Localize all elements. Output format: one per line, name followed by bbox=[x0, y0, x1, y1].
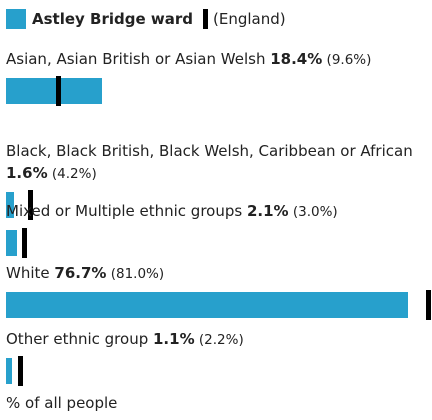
area-bar bbox=[6, 292, 408, 318]
area-bar bbox=[6, 358, 12, 384]
legend: Astley Bridge ward (England) bbox=[6, 8, 286, 30]
legend-comparison-marker bbox=[202, 9, 208, 29]
category-label: Asian, Asian British or Asian Welsh 18.4… bbox=[6, 48, 430, 71]
area-value-label: 76.7% bbox=[54, 264, 107, 282]
comparison-value-label: (2.2%) bbox=[194, 332, 244, 348]
comparison-value-label: (3.0%) bbox=[288, 204, 338, 220]
category-label: White 76.7% (81.0%) bbox=[6, 262, 430, 285]
comparison-marker bbox=[426, 290, 431, 320]
area-bar bbox=[6, 78, 103, 104]
comparison-value-label: (4.2%) bbox=[47, 166, 97, 182]
comparison-marker bbox=[17, 356, 23, 386]
comparison-marker bbox=[56, 76, 62, 106]
comparison-marker bbox=[28, 190, 33, 220]
area-value-label: 1.6% bbox=[6, 164, 48, 182]
category-name: Asian, Asian British or Asian Welsh bbox=[6, 50, 271, 68]
x-axis-label: % of all people bbox=[6, 394, 118, 412]
category-label: Black, Black British, Black Welsh, Carib… bbox=[6, 140, 430, 185]
area-value-label: 2.1% bbox=[246, 202, 289, 220]
legend-comparison-label: (England) bbox=[212, 10, 286, 28]
category-name: White bbox=[6, 264, 55, 282]
legend-area-label: Astley Bridge ward bbox=[32, 10, 193, 28]
category-label: Mixed or Multiple ethnic groups 2.1% (3.… bbox=[6, 200, 430, 223]
comparison-value-label: (81.0%) bbox=[106, 266, 165, 282]
category-name: Other ethnic group bbox=[6, 330, 153, 348]
comparison-value-label: (9.6%) bbox=[322, 52, 372, 68]
area-value-label: 18.4% bbox=[270, 50, 323, 68]
comparison-marker bbox=[21, 228, 27, 258]
area-bar bbox=[6, 192, 15, 218]
legend-area-swatch bbox=[6, 9, 26, 29]
category-name: Black, Black British, Black Welsh, Carib… bbox=[6, 142, 413, 160]
area-value-label: 1.1% bbox=[153, 330, 195, 348]
area-bar bbox=[6, 230, 17, 256]
category-label: Other ethnic group 1.1% (2.2%) bbox=[6, 328, 430, 351]
category-name: Mixed or Multiple ethnic groups bbox=[6, 202, 247, 220]
